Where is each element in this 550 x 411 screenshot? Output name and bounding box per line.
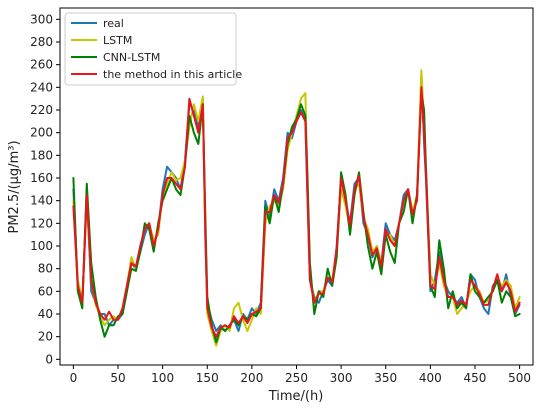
axis-ticks: 0 50 100 150 200 250 300 350 400 450 500 0 20 40 60 80 1… [30,12,531,385]
series-layer [72,69,521,347]
series-line-3 [72,86,521,338]
y-tick-label: 0 [45,352,53,366]
legend-frame [64,12,237,86]
x-tick-label: 250 [285,371,308,385]
y-tick-label: 20 [38,330,53,344]
x-tick-label: 50 [110,371,125,385]
y-tick-label: 260 [30,58,53,72]
legend-label: CNN-LSTM [103,51,160,64]
x-tick-label: 0 [70,371,78,385]
x-tick-label: 450 [464,371,487,385]
series-line-2 [72,92,521,344]
x-tick-label: 500 [508,371,531,385]
x-tick-label: 400 [419,371,442,385]
y-tick-label: 300 [30,12,53,26]
x-tick-label: 350 [374,371,397,385]
legend-label: real [103,17,124,30]
series-line-1 [72,69,521,347]
y-tick-label: 180 [30,148,53,162]
x-axis-title: Time/(h) [268,389,324,404]
y-tick-label: 40 [38,307,53,321]
y-tick-label: 140 [30,194,53,208]
x-tick-label: 100 [151,371,174,385]
y-tick-label: 120 [30,216,53,230]
y-tick-label: 60 [38,284,53,298]
legend-label: LSTM [103,34,132,47]
legend-items: real LSTM CNN-LSTM the method in this artic… [71,17,242,81]
x-tick-label: 150 [196,371,219,385]
y-tick-label: 200 [30,126,53,140]
x-tick-label: 300 [330,371,353,385]
y-tick-label: 100 [30,239,53,253]
y-tick-label: 280 [30,35,53,49]
y-tick-label: 240 [30,80,53,94]
y-tick-label: 160 [30,171,53,185]
legend-label: the method in this article [103,68,242,81]
x-tick-label: 200 [240,371,263,385]
legend: real LSTM CNN-LSTM the method in this artic… [64,12,242,86]
y-tick-label: 220 [30,103,53,117]
y-tick-label: 80 [38,262,53,276]
y-axis-title: PM2.5/(μg/m³) [7,140,22,233]
